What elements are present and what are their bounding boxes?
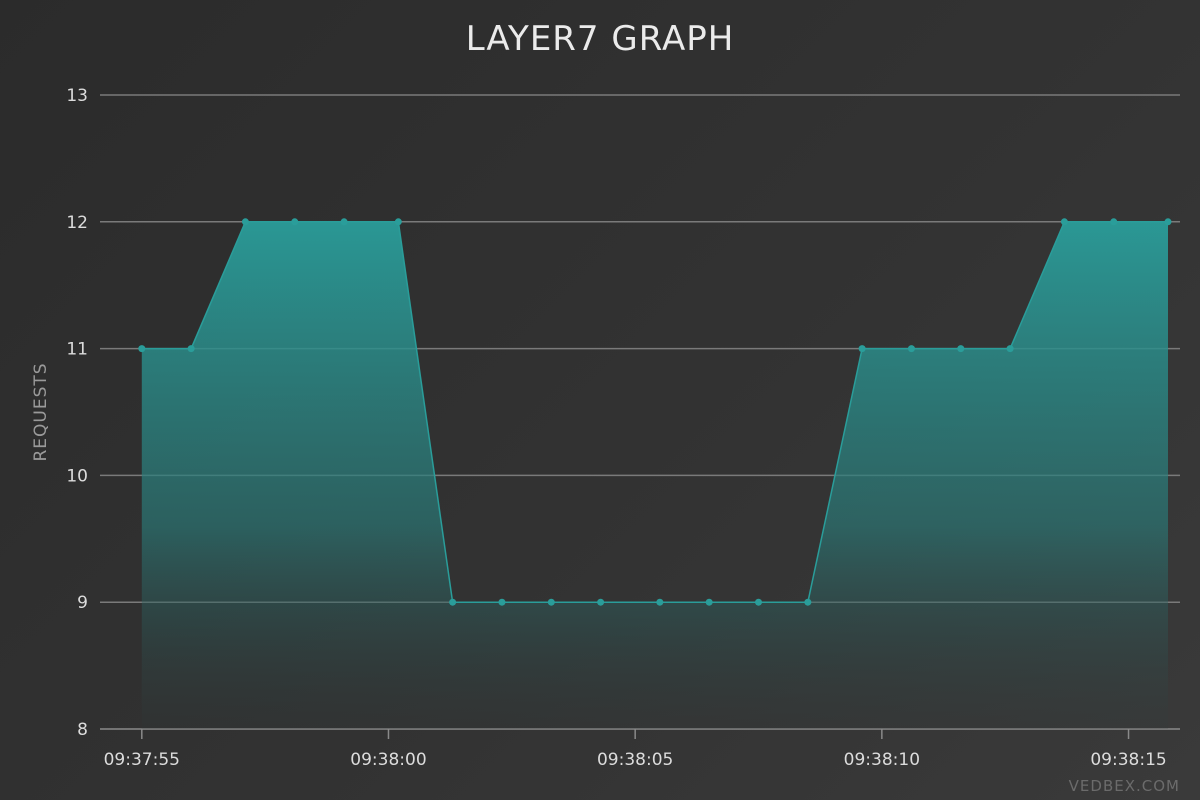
data-point-12: [755, 598, 763, 606]
data-point-4: [340, 218, 348, 226]
data-point-10: [656, 598, 664, 606]
chart-title: LAYER7 GRAPH: [466, 19, 735, 59]
y-tick-label-13: 13: [66, 86, 88, 106]
data-point-0: [138, 345, 146, 353]
data-point-15: [907, 345, 915, 353]
x-tick-label-09:37:55: 09:37:55: [104, 750, 180, 770]
y-tick-label-11: 11: [66, 340, 88, 360]
data-point-5: [394, 218, 402, 226]
y-tick-label-12: 12: [66, 213, 88, 233]
data-point-6: [449, 598, 457, 606]
data-point-2: [241, 218, 249, 226]
data-point-9: [597, 598, 605, 606]
data-point-7: [498, 598, 506, 606]
data-point-14: [858, 345, 866, 353]
y-axis-label: REQUESTS: [31, 362, 51, 461]
data-point-17: [1006, 345, 1014, 353]
y-tick-label-8: 8: [77, 720, 88, 740]
data-point-11: [705, 598, 713, 606]
y-tick-label-10: 10: [66, 466, 88, 486]
data-point-18: [1060, 218, 1068, 226]
x-tick-label-09:38:15: 09:38:15: [1090, 750, 1166, 770]
y-axis-ticks: 8 9 10 11 12 13: [66, 86, 88, 740]
data-point-8: [547, 598, 555, 606]
watermark: VEDBEX.COM: [1069, 777, 1180, 795]
data-point-13: [804, 598, 812, 606]
y-tick-label-9: 9: [77, 593, 88, 613]
x-tick-label-09:38:05: 09:38:05: [597, 750, 673, 770]
x-tick-label-09:38:10: 09:38:10: [844, 750, 920, 770]
data-point-19: [1110, 218, 1118, 226]
series-points: [138, 218, 1172, 606]
x-tick-label-09:38:00: 09:38:00: [350, 750, 426, 770]
data-point-20: [1164, 218, 1172, 226]
x-axis-ticks: 09:37:55 09:38:00 09:38:05 09:38:10 09:38:15: [104, 729, 1167, 770]
data-point-3: [291, 218, 299, 226]
data-point-16: [957, 345, 965, 353]
data-point-1: [187, 345, 195, 353]
